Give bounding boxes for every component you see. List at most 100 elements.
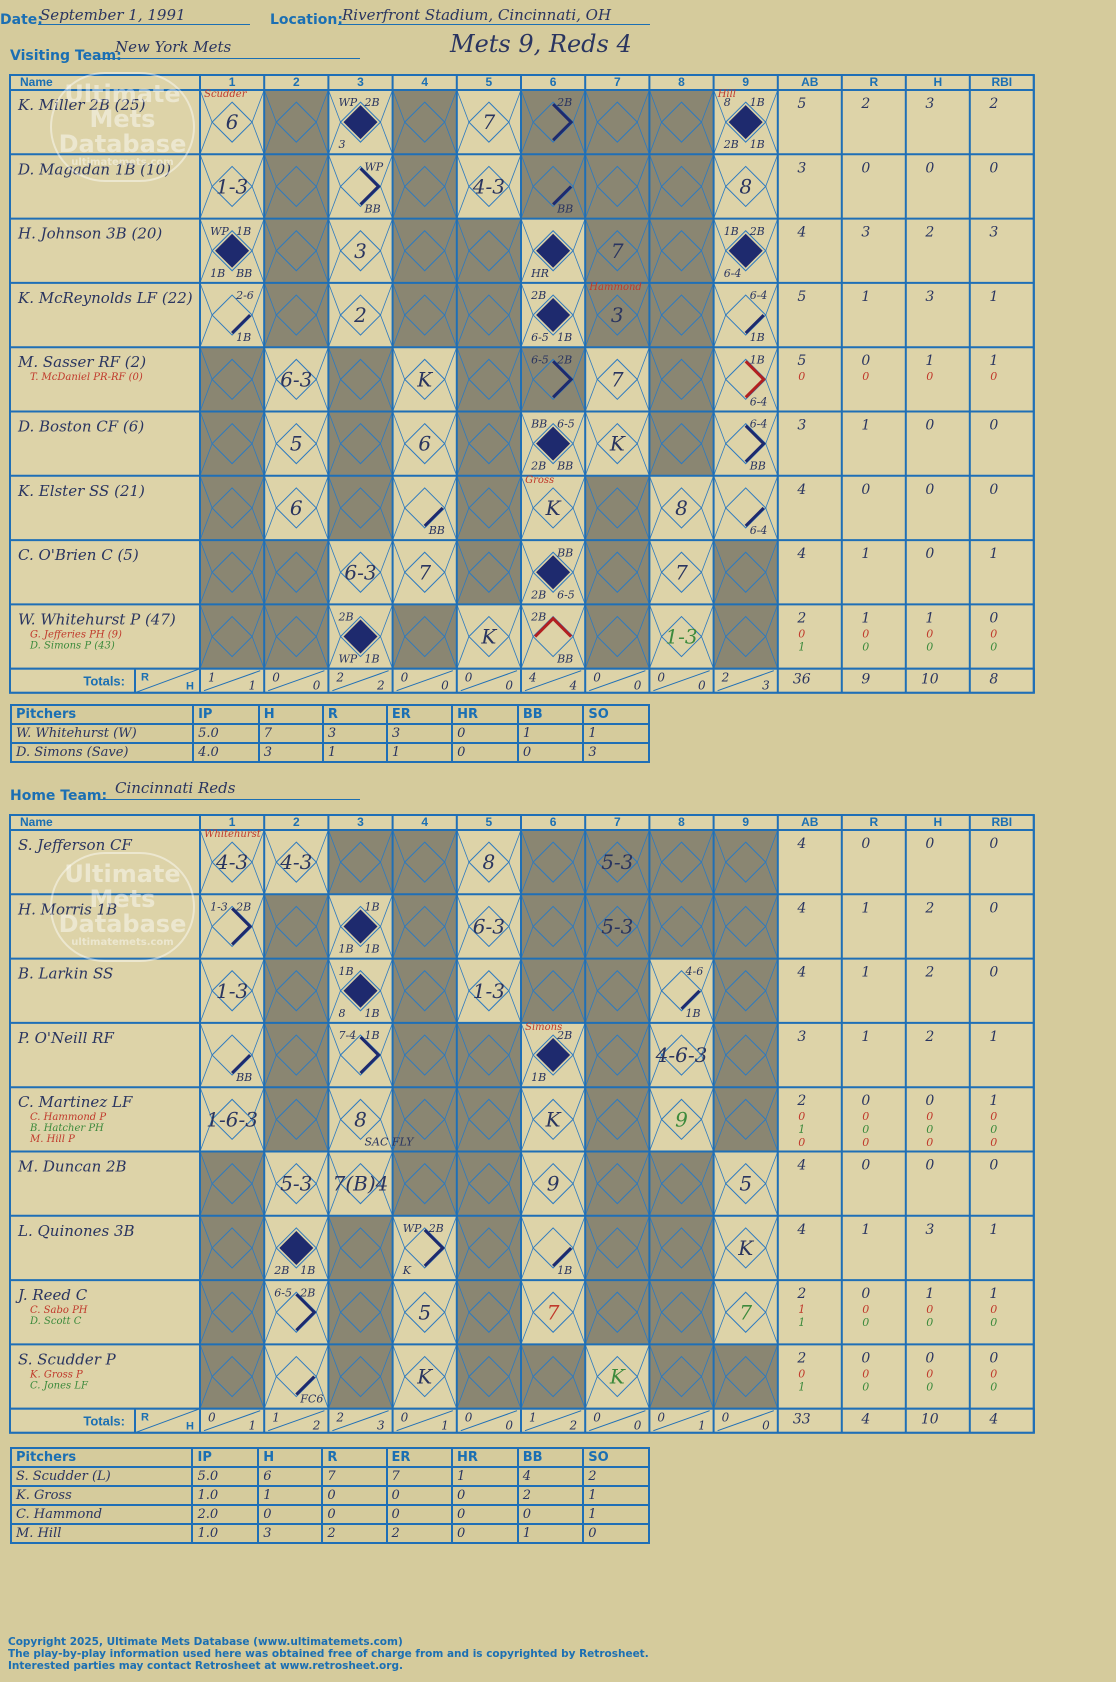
visitor-cell-diagonal [444, 636, 458, 669]
visitor-cell-diagonal [315, 282, 329, 316]
date-value: September 1, 1991 [40, 6, 186, 24]
home-player-stat: 1 [861, 1222, 870, 1238]
home-cell-diagonal [315, 990, 329, 1024]
visitor-base-diamond [660, 294, 703, 336]
visitor-play-result: 7 [675, 560, 688, 584]
visitor-basepath-half [744, 360, 766, 399]
home-cell-diagonal [649, 958, 662, 991]
home-base-diamond [211, 841, 253, 883]
visitor-cell-diagonal [199, 379, 213, 412]
home-pitchers-header-cell: H [257, 1447, 324, 1468]
visitor-player-stat: 0 [926, 627, 933, 640]
visitor-base-diamond [275, 422, 318, 465]
home-play-note: 6-5 [274, 1286, 292, 1299]
visitor-player-stat: 0 [861, 160, 870, 176]
home-basepath-quarter [680, 989, 701, 1010]
visitor-cell-diagonal [508, 282, 522, 316]
home-cell-diagonal [328, 894, 341, 927]
visitor-cell-diagonal [328, 314, 341, 348]
home-shaded-cell [328, 1280, 393, 1345]
visitor-cell-diagonal [251, 507, 265, 541]
home-cell-diagonal [392, 829, 406, 863]
location-value: Riverfront Stadium, Cincinnati, OH [342, 6, 612, 24]
visitor-cell-diagonal [251, 218, 265, 251]
home-shaded-cell [200, 1344, 265, 1409]
home-play-note: FC6 [299, 1393, 323, 1406]
home-cell-diagonal [701, 1054, 714, 1088]
visitor-stat-header: AB [801, 75, 819, 89]
home-player-stat: 1 [989, 1029, 998, 1045]
home-play-note: 8 [339, 1007, 346, 1020]
home-base-diamond [660, 905, 703, 948]
visitor-base-diamond [660, 358, 703, 401]
home-cell-diagonal [508, 1344, 522, 1377]
visitor-player-stat: 0 [990, 627, 997, 640]
visitor-cell-diagonal [713, 572, 727, 605]
visitor-inning-hits: 0 [441, 679, 449, 693]
home-stat-header: AB [801, 815, 819, 829]
watermark-url: ultimatemets.com [71, 157, 174, 168]
visitor-cell-diagonal [649, 507, 662, 541]
home-cell-diagonal [765, 862, 779, 895]
home-pitcher-cell: K. Gross [9, 1485, 194, 1506]
visitor-pitchers-header-cell: Pitchers [9, 704, 195, 725]
home-pitcher-cell: 1 [516, 1523, 585, 1544]
home-cell-diagonal [649, 1054, 662, 1088]
home-cell-diagonal [649, 1151, 662, 1184]
visitor-cell-diagonal [765, 411, 779, 444]
visitor-base-diamond [724, 165, 767, 208]
home-shaded-cell [264, 1087, 329, 1152]
visitor-game-total: 9 [861, 672, 870, 688]
home-player-stat: 4 [796, 1222, 806, 1238]
home-player-stat: 4 [796, 836, 806, 852]
visitor-totals-r-label: R [141, 672, 149, 684]
visitor-shaded-cell [585, 90, 650, 155]
home-run-scored-diamond [279, 1230, 314, 1265]
visitor-play-note: 6-4 [724, 267, 742, 280]
home-cell-diagonal [584, 829, 598, 863]
home-cell-diagonal [701, 1119, 714, 1152]
home-run-scored-diamond [536, 1038, 571, 1073]
home-cell-diagonal [765, 1376, 779, 1409]
home-cell-diagonal [444, 1087, 458, 1120]
visitor-shaded-cell [456, 411, 521, 476]
home-cell-diagonal [380, 894, 393, 927]
visitor-cell-diagonal [713, 89, 727, 123]
visitor-cell-diagonal [572, 636, 586, 669]
home-base-diamond [468, 1098, 510, 1141]
visitor-player-name: K. McReynolds LF (22) [17, 289, 193, 307]
visitor-cell-diagonal [251, 89, 265, 123]
visitor-player-stat: 1 [989, 546, 998, 562]
home-cell-diagonal [584, 1054, 598, 1088]
visitor-shaded-cell [585, 282, 650, 348]
visitor-base-diamond [403, 551, 446, 593]
visitor-inning-hits: 0 [698, 679, 706, 693]
visitor-pitchers-header-cell: R [321, 704, 388, 725]
home-base-diamond [468, 970, 510, 1012]
home-player-stat: 0 [861, 836, 870, 852]
home-shaded-cell [521, 830, 586, 895]
home-cell-diagonal [508, 1215, 522, 1249]
home-shaded-cell [649, 1280, 714, 1345]
home-cell-diagonal [508, 958, 522, 991]
home-player-stat: 0 [990, 1110, 997, 1123]
home-inning-hits: 0 [762, 1419, 770, 1433]
visitor-cell-diagonal [713, 604, 727, 637]
home-cell-diagonal [315, 958, 329, 991]
home-base-diamond [403, 1098, 446, 1141]
home-base-diamond [468, 1034, 510, 1076]
home-player-stat: 0 [990, 1123, 997, 1136]
home-cell-diagonal [456, 1376, 470, 1409]
visitor-cell-diagonal [328, 122, 341, 155]
visitor-cell-diagonal [263, 186, 277, 219]
visitor-cell-diagonal [701, 218, 714, 251]
home-cell-diagonal [263, 1151, 277, 1184]
visitor-cell-diagonal [199, 186, 213, 219]
home-inning-runs: 1 [529, 1411, 537, 1425]
visitor-player-stat: 2 [924, 225, 934, 241]
visitor-base-diamond [724, 294, 767, 336]
visitor-cell-diagonal [713, 507, 727, 541]
visitor-cell-diagonal [636, 443, 650, 476]
visitor-pitcher-cell: 3 [385, 723, 454, 744]
home-shaded-cell [713, 894, 778, 959]
